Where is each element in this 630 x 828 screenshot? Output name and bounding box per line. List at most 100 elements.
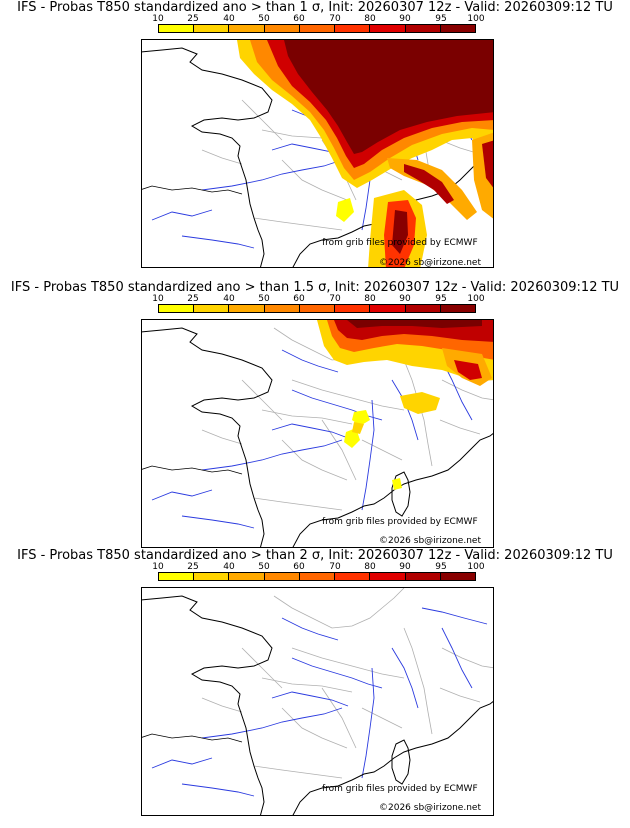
river bbox=[361, 667, 375, 779]
legend-tick: 50 bbox=[258, 294, 270, 304]
legend-tick: 40 bbox=[223, 294, 235, 304]
river bbox=[421, 607, 488, 625]
probability-map: from grib files provided by ECMWF ©2026 … bbox=[141, 319, 494, 548]
admin-border bbox=[201, 697, 243, 713]
legend-color-segment bbox=[264, 25, 300, 32]
legend-color-segment bbox=[299, 25, 336, 32]
legend-tick: 10 bbox=[152, 562, 164, 572]
admin-border bbox=[403, 627, 433, 735]
admin-border bbox=[201, 429, 243, 445]
legend-color-segment bbox=[299, 573, 336, 580]
river bbox=[391, 379, 419, 441]
probability-map: from grib files provided by ECMWF ©2026 … bbox=[141, 39, 494, 268]
prob-plume-alps-core bbox=[404, 164, 454, 204]
prob-plume-corsica-max bbox=[392, 210, 408, 254]
river bbox=[361, 399, 375, 511]
coastline-atlantic bbox=[142, 595, 273, 815]
legend-tick: 95 bbox=[435, 14, 447, 24]
river bbox=[151, 209, 213, 221]
legend-color-segment bbox=[194, 305, 230, 312]
legend-tick: 60 bbox=[293, 294, 305, 304]
prob-blob-rhone-3 bbox=[352, 422, 364, 434]
legend-tick: 80 bbox=[364, 562, 376, 572]
admin-border bbox=[291, 647, 405, 679]
legend-tick-labels: 10 25 40 50 60 70 80 90 95 100 bbox=[152, 294, 484, 304]
admin-border bbox=[253, 765, 343, 779]
admin-border bbox=[253, 217, 343, 231]
admin-border bbox=[361, 707, 403, 729]
admin-border bbox=[361, 439, 403, 461]
legend-tick: 50 bbox=[258, 14, 270, 24]
prob-spot-west bbox=[336, 198, 354, 222]
legend-color-segment bbox=[264, 305, 300, 312]
admin-border bbox=[241, 99, 283, 141]
legend-color-segment bbox=[440, 573, 475, 580]
legend-tick: 70 bbox=[329, 14, 341, 24]
legend-tick-labels: 10 25 40 50 60 70 80 90 95 100 bbox=[152, 562, 484, 572]
river bbox=[271, 423, 349, 439]
legend-color-segment bbox=[335, 25, 371, 32]
panel-title: IFS - Probas T850 standardized ano > tha… bbox=[17, 548, 613, 563]
legend-tick: 90 bbox=[399, 562, 411, 572]
legend-tick: 25 bbox=[187, 14, 199, 24]
prob-blob-alps bbox=[400, 392, 440, 414]
river bbox=[391, 647, 419, 709]
river bbox=[151, 489, 213, 501]
credit-source: from grib files provided by ECMWF bbox=[322, 784, 478, 794]
admin-border bbox=[321, 687, 357, 749]
legend-color-segment bbox=[370, 305, 406, 312]
legend-color-segment bbox=[440, 25, 475, 32]
admin-border bbox=[281, 439, 348, 481]
coastline-mediterranean bbox=[292, 700, 493, 815]
admin-border bbox=[281, 159, 348, 201]
admin-border bbox=[241, 379, 283, 421]
legend-color-segment bbox=[370, 25, 406, 32]
legend-color-segment bbox=[370, 573, 406, 580]
river bbox=[181, 783, 255, 797]
river bbox=[151, 757, 213, 769]
legend-tick: 100 bbox=[467, 14, 485, 24]
legend-colorbar bbox=[158, 572, 476, 581]
legend-color-segment bbox=[405, 573, 441, 580]
admin-border bbox=[261, 409, 353, 425]
legend-color-segment bbox=[229, 573, 265, 580]
admin-border bbox=[253, 497, 343, 511]
legend-tick: 60 bbox=[293, 14, 305, 24]
legend-tick: 50 bbox=[258, 562, 270, 572]
legend-tick: 90 bbox=[399, 294, 411, 304]
legend-color-segment bbox=[229, 25, 265, 32]
probability-map: from grib files provided by ECMWF ©2026 … bbox=[141, 587, 494, 816]
panel-title: IFS - Probas T850 standardized ano > tha… bbox=[10, 280, 620, 295]
legend-tick: 10 bbox=[152, 294, 164, 304]
legend-tick: 100 bbox=[467, 562, 485, 572]
legend-colorbar bbox=[158, 304, 476, 313]
map-panel-2sigma: IFS - Probas T850 standardized ano > tha… bbox=[0, 548, 630, 816]
admin-border bbox=[291, 379, 405, 411]
river bbox=[291, 657, 383, 689]
coastline-spain bbox=[142, 185, 243, 195]
prob-east-edge-core bbox=[482, 140, 493, 188]
legend-colorbar bbox=[158, 24, 476, 33]
legend-tick: 60 bbox=[293, 562, 305, 572]
legend-color-segment bbox=[194, 573, 230, 580]
river bbox=[281, 617, 339, 641]
legend-tick: 10 bbox=[152, 14, 164, 24]
legend-color-segment bbox=[335, 573, 371, 580]
legend-tick: 95 bbox=[435, 562, 447, 572]
prob-blob-corsica bbox=[392, 478, 402, 490]
river bbox=[201, 159, 343, 191]
credit-source: from grib files provided by ECMWF bbox=[322, 517, 478, 527]
admin-border bbox=[439, 687, 481, 703]
panel-title: IFS - Probas T850 standardized ano > tha… bbox=[17, 0, 613, 15]
river bbox=[441, 627, 473, 689]
legend-tick: 90 bbox=[399, 14, 411, 24]
legend-tick: 95 bbox=[435, 294, 447, 304]
map-panel-1sigma: IFS - Probas T850 standardized ano > tha… bbox=[0, 0, 630, 268]
probability-overlay bbox=[237, 40, 493, 267]
credit-copyright: ©2026 sb@irizone.net bbox=[379, 536, 481, 546]
admin-border bbox=[261, 677, 353, 693]
coastline-spain bbox=[142, 465, 243, 475]
river bbox=[201, 707, 343, 739]
legend-color-segment bbox=[159, 573, 195, 580]
island-corsica bbox=[391, 471, 411, 517]
